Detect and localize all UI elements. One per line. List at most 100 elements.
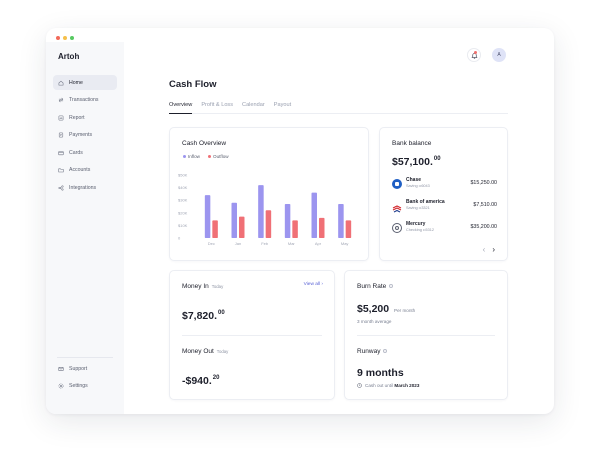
close-dot[interactable]: [56, 36, 60, 40]
boa-flag-icon: [392, 205, 402, 213]
sidebar-item-label: Transactions: [69, 97, 99, 103]
bank-account-name: Mercury: [406, 221, 426, 227]
runway-amount: 9 months: [357, 367, 404, 379]
sidebar-item-report[interactable]: Report: [53, 110, 117, 125]
mercury-logo-icon: [392, 223, 402, 233]
settings-icon: [58, 383, 64, 389]
bank-balance-main: $57,100.: [392, 156, 433, 168]
info-icon[interactable]: [383, 349, 388, 354]
sidebar-item-label: Integrations: [69, 184, 97, 191]
bank-balance-cents: 00: [433, 156, 441, 162]
cash-overview-chart: $50K $40K $30K $20K $10K 0 Dec Jan Feb Mar Apr May: [178, 173, 352, 246]
sidebar-nav: Home Transactions Report Payments Cards …: [53, 75, 117, 198]
burn-rate-unit: Per month: [394, 308, 416, 313]
money-out-amount: -$940.20: [182, 375, 219, 387]
chart-legend: Inflow Outflow: [183, 154, 229, 159]
y-tick-label: $30K: [178, 198, 188, 203]
x-tick-label: Feb: [261, 241, 269, 246]
page-tabs: Overview Profit & Loss Calendar Payout: [169, 102, 508, 114]
legend-outflow-label: Outflow: [213, 154, 229, 159]
bank-account-row[interactable]: Bank of america Saving ••3321 $7,510.00: [392, 199, 497, 213]
runway-title: Runway: [357, 348, 388, 355]
minimize-dot[interactable]: [63, 36, 67, 40]
cash-overview-card: Cash Overview Inflow Outflow $50K $40K $30…: [169, 127, 369, 261]
y-tick-label: $20K: [178, 210, 188, 215]
bank-account-row[interactable]: Mercury Checking ••5312 $35,200.00: [392, 221, 497, 235]
sidebar-item-label: Accounts: [69, 167, 91, 173]
chase-logo-icon: [392, 179, 402, 189]
avatar[interactable]: A: [492, 48, 506, 62]
outflow-bar[interactable]: [292, 220, 298, 238]
pager-next-button[interactable]: ›: [492, 245, 495, 254]
main-content: A Cash Flow Overview Profit & Loss Calen…: [124, 28, 554, 414]
sidebar-item-support[interactable]: Support: [53, 361, 117, 376]
money-in-amount: $7,820.00: [182, 310, 225, 322]
money-in-title: Money In Today: [182, 283, 223, 290]
sidebar-item-settings[interactable]: Settings: [53, 379, 117, 394]
app-logo: Artoh: [58, 52, 80, 61]
bank-account-name: Chase: [406, 177, 422, 183]
payments-icon: [58, 132, 64, 138]
inflow-bar[interactable]: [311, 192, 318, 238]
runway-label: Runway: [357, 348, 381, 355]
burn-rate-amount: $5,200 Per month: [357, 303, 415, 315]
money-in-period: Today: [211, 284, 224, 289]
view-all-link[interactable]: View all ›: [303, 282, 323, 287]
bank-account-number: Saving ••3321: [406, 206, 430, 210]
outflow-bar[interactable]: [319, 217, 325, 238]
tab-overview[interactable]: Overview: [169, 102, 193, 114]
bank-balance-card: Bank balance $57,100.00 Chase Saving ••6…: [379, 127, 508, 261]
x-tick-label: Dec: [208, 241, 215, 246]
info-icon[interactable]: [389, 284, 394, 289]
sidebar-item-home[interactable]: Home: [53, 75, 117, 90]
pager-prev-button[interactable]: ‹: [482, 245, 486, 254]
tab-payout[interactable]: Payout: [273, 102, 292, 108]
sidebar-item-accounts[interactable]: Accounts: [53, 163, 117, 178]
inflow-bar[interactable]: [284, 203, 291, 238]
tab-profit-loss[interactable]: Profit & Loss: [201, 102, 234, 108]
sidebar-divider: [57, 357, 113, 358]
report-icon: [58, 115, 64, 120]
runway-note-date: March 2023: [394, 383, 420, 388]
bank-balance-title: Bank balance: [392, 140, 432, 147]
legend-inflow-label: Inflow: [188, 154, 201, 159]
outflow-bar[interactable]: [345, 220, 352, 238]
accounts-icon: [58, 168, 64, 173]
sidebar-item-label: Cards: [69, 149, 83, 156]
outflow-bar[interactable]: [212, 220, 218, 238]
legend-inflow[interactable]: Inflow: [183, 154, 200, 159]
bank-account-number: Checking ••5312: [406, 228, 434, 232]
y-tick-label: $50K: [178, 173, 188, 178]
app-window: Artoh Home Transactions Report Payments …: [46, 28, 554, 414]
outflow-bar[interactable]: [265, 210, 272, 238]
inflow-bar[interactable]: [204, 195, 211, 238]
inflow-bar[interactable]: [338, 203, 344, 238]
money-out-label: Money Out: [182, 348, 214, 355]
integrations-icon: [58, 185, 64, 190]
bank-account-row[interactable]: Chase Saving ••6043 $15,250.00: [392, 177, 497, 191]
cards-icon: [58, 150, 64, 155]
transactions-icon: [58, 97, 64, 103]
sidebar-item-payments[interactable]: Payments: [53, 128, 117, 143]
inflow-bar[interactable]: [258, 185, 264, 238]
legend-outflow[interactable]: Outflow: [208, 154, 229, 159]
bank-account-value: $15,250.00: [470, 180, 497, 186]
avatar-initial: A: [497, 52, 501, 58]
sidebar-item-label: Report: [69, 114, 85, 121]
sidebar-item-transactions[interactable]: Transactions: [53, 93, 117, 108]
inflow-bar[interactable]: [231, 202, 238, 238]
x-tick-label: Jan: [235, 241, 241, 246]
notifications-button[interactable]: [467, 48, 481, 62]
sidebar-item-integrations[interactable]: Integrations: [53, 180, 117, 195]
y-tick-label: $10K: [178, 223, 188, 228]
burn-rate-title: Burn Rate: [357, 283, 394, 290]
maximize-dot[interactable]: [70, 36, 74, 40]
sidebar-item-label: Home: [69, 79, 83, 86]
sidebar-item-label: Settings: [69, 383, 88, 389]
burn-rate-note: 3 month average: [357, 319, 392, 324]
tab-calendar[interactable]: Calendar: [242, 102, 265, 108]
support-icon: [58, 366, 64, 371]
outflow-bar[interactable]: [239, 216, 245, 238]
sidebar-item-label: Payments: [69, 132, 93, 138]
sidebar-item-cards[interactable]: Cards: [53, 145, 117, 160]
